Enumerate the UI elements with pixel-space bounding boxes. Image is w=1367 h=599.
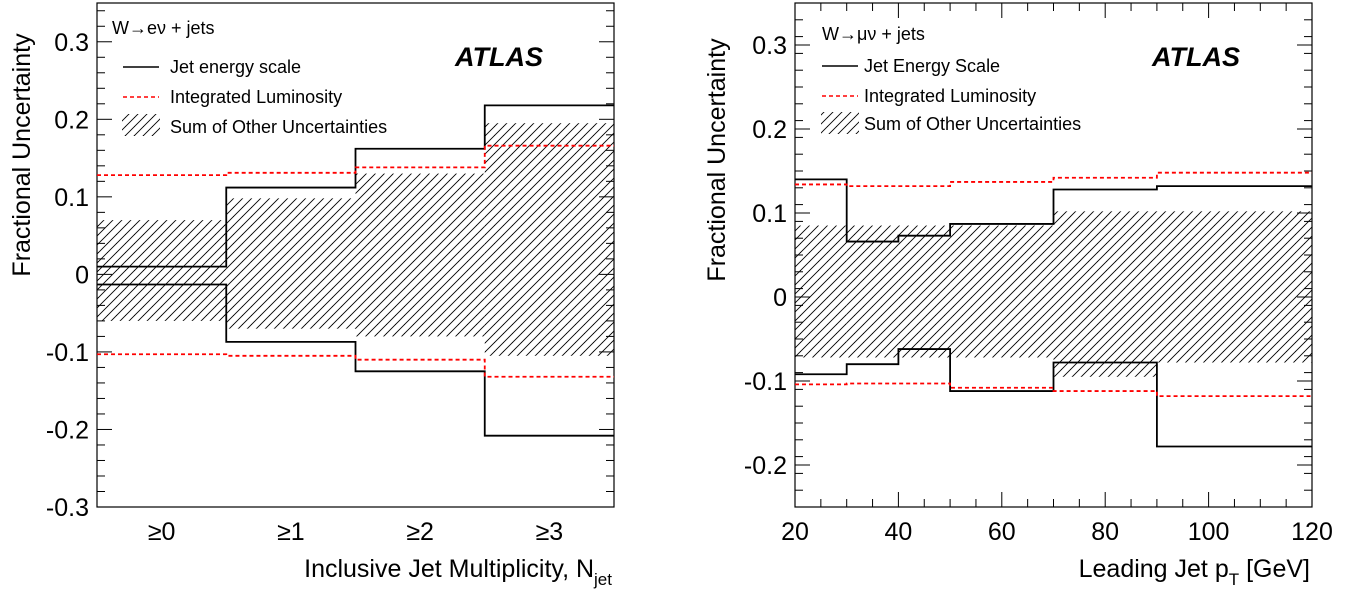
right-x-tick-label: 100 <box>1188 518 1230 546</box>
left-legend: W→eν + jets Jet energy scale Integrated … <box>112 18 387 137</box>
right-atlas-watermark: ATLAS <box>1151 42 1240 72</box>
right-x-tick-label: 40 <box>884 518 912 546</box>
left-y-tick-label: -0.3 <box>46 494 89 522</box>
right-y-tick-label: 0.3 <box>752 32 787 60</box>
left-y-tick-label: 0 <box>75 261 89 289</box>
right-legend: W→μν + jets Jet Energy Scale Integrated … <box>821 24 1081 134</box>
left-x-tick-label: ≥3 <box>536 518 564 546</box>
right-y-tick-label: -0.2 <box>744 452 787 480</box>
left-y-tick-label: 0.1 <box>54 184 89 212</box>
right-y-tick-label: -0.1 <box>744 368 787 396</box>
right-y-tick-label: 0.2 <box>752 116 787 144</box>
right-other-uncertainty-bin <box>795 225 847 358</box>
left-x-tick-label: ≥0 <box>148 518 176 546</box>
left-other-uncertainty-bin <box>226 198 356 329</box>
right-luminosity-up-line <box>795 171 1312 188</box>
left-series-lines <box>97 104 614 437</box>
left-panel: -0.3 -0.2 -0.1 0 0.1 0.2 0.3 ≥0 ≥1 ≥2 ≥3 W→eν + je… <box>8 2 615 589</box>
right-legend-other: Sum of Other Uncertainties <box>864 114 1081 134</box>
left-other-uncertainty-bin <box>97 220 227 321</box>
right-y-tick-label: 0 <box>773 284 787 312</box>
right-y-axis-title: Fractional Uncertainty <box>703 38 731 282</box>
right-other-uncertainty-bin <box>950 225 1054 358</box>
left-legend-other: Sum of Other Uncertainties <box>170 117 387 137</box>
left-axis-ticks: -0.3 -0.2 -0.1 0 0.1 0.2 0.3 ≥0 ≥1 ≥2 ≥3 <box>46 10 614 546</box>
right-x-tick-label: 20 <box>781 518 809 546</box>
right-process-label: W→μν + jets <box>822 24 925 44</box>
right-luminosity-down-line <box>795 382 1312 398</box>
right-y-tick-label: 0.1 <box>752 200 787 228</box>
right-series-lines <box>795 171 1312 448</box>
left-y-tick-label: 0.2 <box>54 106 89 134</box>
right-x-tick-label: 120 <box>1291 518 1333 546</box>
right-x-tick-label: 80 <box>1091 518 1119 546</box>
left-luminosity-up-line <box>97 144 614 177</box>
left-other-uncertainties-band <box>97 123 614 356</box>
right-other-uncertainty-bin <box>1053 211 1157 377</box>
left-atlas-watermark: ATLAS <box>454 42 543 72</box>
left-process-label: W→eν + jets <box>112 18 215 38</box>
left-other-uncertainty-bin <box>484 123 614 356</box>
right-jes-up-line <box>795 178 1312 243</box>
right-jes-down-line <box>795 348 1312 448</box>
left-x-tick-label: ≥2 <box>406 518 434 546</box>
right-panel: -0.2 -0.1 0 0.1 0.2 0.3 20 40 60 80 100 120 W→μν + … <box>703 2 1333 589</box>
left-legend-lumi: Integrated Luminosity <box>170 87 342 107</box>
right-legend-jes: Jet Energy Scale <box>864 56 1000 76</box>
left-legend-jes: Jet energy scale <box>170 57 301 77</box>
left-y-axis-title: Fractional Uncertainty <box>8 33 36 277</box>
left-y-tick-label: -0.2 <box>46 416 89 444</box>
right-other-uncertainty-bin <box>846 225 899 358</box>
right-other-uncertainty-bin <box>898 225 951 358</box>
right-x-axis-title: Leading Jet pT [GeV] <box>1079 555 1310 589</box>
right-other-uncertainties-band <box>795 211 1312 377</box>
left-y-tick-label: 0.3 <box>54 29 89 57</box>
right-other-uncertainty-bin <box>1156 211 1312 363</box>
left-other-uncertainty-bin <box>355 173 485 337</box>
right-x-tick-label: 60 <box>988 518 1016 546</box>
left-x-axis-title: Inclusive Jet Multiplicity, Njet <box>304 555 612 589</box>
left-x-tick-label: ≥1 <box>277 518 305 546</box>
left-luminosity-down-line <box>97 353 614 378</box>
left-y-tick-label: -0.1 <box>46 339 89 367</box>
right-axis-ticks: -0.2 -0.1 0 0.1 0.2 0.3 20 40 60 80 100 120 <box>744 2 1333 546</box>
right-legend-lumi: Integrated Luminosity <box>864 86 1036 106</box>
